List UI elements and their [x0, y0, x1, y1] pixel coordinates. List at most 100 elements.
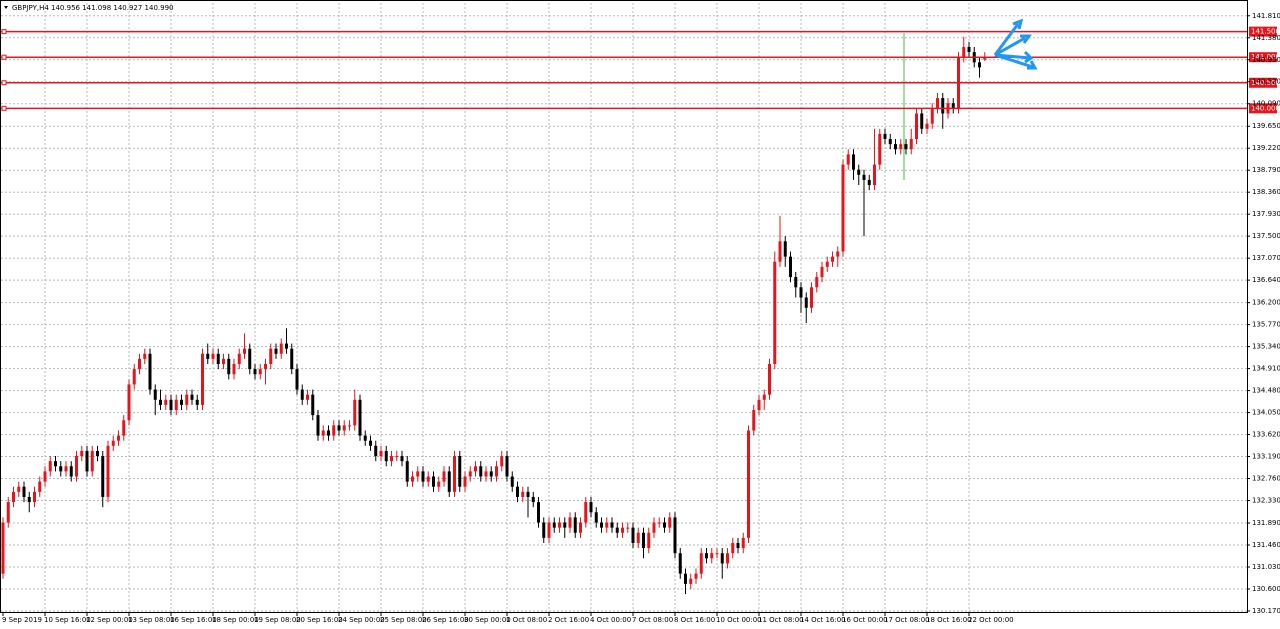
candle-body	[967, 46, 971, 53]
candle-body	[810, 287, 813, 308]
candle-body	[316, 415, 320, 436]
x-tick-label: 24 Sep 00:00	[338, 616, 385, 624]
candle-body	[726, 553, 729, 564]
candle-body	[232, 364, 236, 375]
candle-body	[85, 450, 89, 472]
candle-body	[778, 241, 782, 262]
candle-body	[936, 98, 939, 109]
y-tick-label: 137.930	[1252, 210, 1280, 218]
x-tick-label: 17 Oct 08:00	[884, 616, 930, 624]
candle-body	[741, 537, 745, 549]
candle-body	[253, 369, 257, 375]
x-tick-label: 22 Oct 00:00	[968, 616, 1014, 624]
candle-body	[962, 46, 966, 58]
candle-body	[615, 527, 619, 533]
x-tick-label: 2 Oct 16:00	[548, 616, 589, 624]
level-tag	[1249, 52, 1277, 63]
candle-body	[657, 522, 661, 524]
candle-body	[211, 353, 215, 359]
menu-icon[interactable]	[4, 6, 8, 9]
candle-body	[883, 133, 887, 140]
candle-body	[22, 486, 26, 497]
candle-body	[831, 256, 834, 262]
candle-body	[279, 343, 283, 354]
candle-body	[437, 481, 441, 487]
candle-body	[264, 364, 267, 370]
y-tick-label: 132.330	[1252, 497, 1280, 505]
y-tick-label: 139.650	[1252, 122, 1280, 130]
level-label: 141.500	[1251, 28, 1280, 36]
candle-body	[930, 108, 934, 124]
candle-body	[379, 450, 383, 457]
candle-body	[111, 440, 115, 446]
candle-body	[852, 154, 855, 170]
candle-body	[321, 430, 325, 436]
candle-body	[495, 466, 498, 477]
x-tick-label: 12 Sep 00:00	[86, 616, 133, 624]
x-tick-label: 10 Oct 00:00	[716, 616, 762, 624]
candle-body	[190, 394, 194, 400]
candle-body	[621, 527, 624, 533]
candle-body	[888, 139, 892, 145]
candle-body	[846, 154, 850, 165]
candle-body	[484, 471, 488, 477]
y-tick-label: 140.090	[1252, 100, 1280, 108]
candle-body	[878, 133, 882, 165]
candle-body	[127, 384, 131, 421]
candle-body	[500, 456, 504, 467]
candle-body	[768, 364, 771, 395]
candle-body	[75, 456, 78, 477]
candle-body	[510, 476, 514, 487]
level-label: 140.500	[1251, 79, 1280, 87]
x-tick-label: 26 Sep 16:00	[422, 616, 469, 624]
y-tick-label: 141.810	[1252, 12, 1280, 20]
candle-body	[815, 277, 819, 288]
arrow	[993, 18, 1024, 56]
candle-body	[206, 353, 210, 359]
candle-body	[799, 287, 803, 298]
x-tick-label: 16 Oct 00:00	[842, 616, 888, 624]
candle-body	[468, 471, 472, 477]
candle-body	[358, 399, 362, 436]
candle-body	[295, 369, 299, 390]
x-tick-label: 14 Oct 16:00	[800, 616, 846, 624]
candle-body	[12, 491, 15, 503]
candle-body	[715, 553, 719, 555]
candle-body	[164, 399, 168, 405]
y-tick-label: 133.190	[1252, 453, 1280, 461]
y-tick-label: 140.520	[1252, 78, 1280, 86]
level-handle	[1, 80, 7, 86]
candle-body	[33, 491, 36, 503]
candle-body	[589, 502, 593, 513]
candle-body	[710, 553, 714, 559]
candle-body	[668, 517, 672, 528]
candle-body	[542, 522, 546, 538]
arrow	[994, 34, 1032, 57]
candle-body	[1, 522, 5, 574]
candle-body	[789, 256, 792, 278]
candle-body	[568, 517, 572, 528]
candle-body	[390, 456, 393, 462]
candle-body	[584, 502, 588, 523]
candle-body	[59, 466, 63, 472]
candle-body	[169, 399, 173, 411]
y-tick-label: 137.500	[1252, 232, 1280, 240]
candle-body	[405, 461, 409, 482]
candle-body	[159, 399, 162, 405]
candle-body	[216, 353, 220, 365]
level-tag	[1249, 103, 1277, 114]
candle-body	[348, 425, 351, 427]
candle-body	[122, 420, 126, 436]
candle-body	[43, 471, 47, 482]
y-tick-label: 130.600	[1252, 585, 1280, 593]
candle-body	[269, 348, 273, 365]
y-tick-label: 131.460	[1252, 541, 1280, 549]
candle-body	[290, 348, 294, 370]
x-tick-label: 19 Sep 08:00	[254, 616, 301, 624]
x-tick-label: 4 Oct 00:00	[590, 616, 631, 624]
candle-body	[69, 466, 73, 477]
candle-body	[873, 164, 876, 186]
candle-body	[243, 348, 246, 354]
y-tick-label: 140.950	[1252, 56, 1280, 64]
candle-body	[237, 353, 241, 365]
